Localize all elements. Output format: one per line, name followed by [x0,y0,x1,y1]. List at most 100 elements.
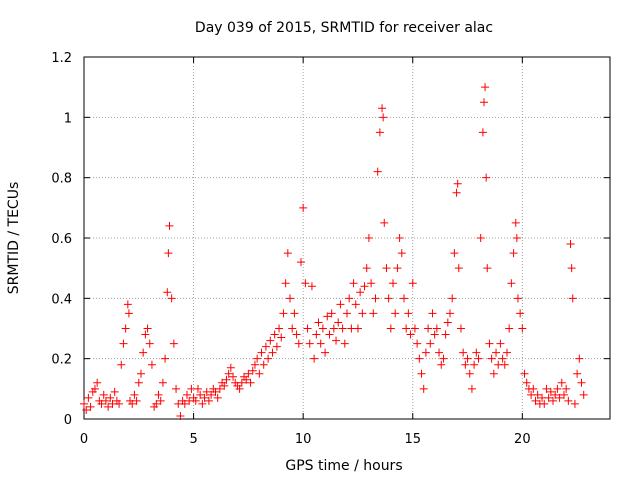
grid [83,56,610,420]
data-point [463,354,472,363]
data-point [248,366,257,375]
data-point [139,348,148,357]
data-point [244,369,253,378]
data-points [80,83,588,420]
data-point [382,264,391,273]
data-point [303,324,312,333]
data-point [421,348,430,357]
data-point [136,369,145,378]
data-point [402,324,411,333]
data-point [404,309,413,318]
y-tick-label: 0.6 [51,232,72,247]
data-point [134,378,143,387]
data-point [443,318,452,327]
data-point [130,390,139,399]
data-point [430,330,439,339]
data-point [482,173,491,182]
data-point [307,282,316,291]
data-point [334,318,343,327]
data-point [461,360,470,369]
x-tick-label: 0 [80,432,88,447]
data-point [568,294,577,303]
data-point [164,249,173,258]
data-point [82,405,91,414]
data-point [544,393,553,402]
data-point [202,387,211,396]
data-point [123,300,132,309]
data-point [266,336,275,345]
data-point [487,354,496,363]
data-point [141,330,150,339]
data-point [259,360,268,369]
data-point [533,390,542,399]
data-point [106,393,115,402]
data-point [158,378,167,387]
data-point [516,309,525,318]
data-point [169,339,178,348]
data-point [369,309,378,318]
data-point [84,393,93,402]
data-point [204,396,213,405]
data-point [557,378,566,387]
data-point [373,167,382,176]
data-point [500,360,509,369]
data-point [288,324,297,333]
data-point [406,330,415,339]
data-point [143,324,152,333]
data-point [299,203,308,212]
data-point [415,354,424,363]
data-point [555,393,564,402]
data-point [338,324,347,333]
data-point [358,309,367,318]
data-point [321,348,330,357]
data-point [99,390,108,399]
data-point [371,294,380,303]
data-point [200,393,209,402]
data-point [101,396,110,405]
data-point [296,258,305,267]
data-point [325,330,334,339]
data-point [492,348,501,357]
data-point [432,324,441,333]
data-point [314,318,323,327]
data-point [222,375,231,384]
data-point [165,221,174,230]
data-point [520,369,529,378]
data-point [124,309,133,318]
data-point [277,333,286,342]
data-point [323,312,332,321]
data-point [215,384,224,393]
data-point [446,309,455,318]
chart-title: Day 039 of 2015, SRMTID for receiver ala… [195,20,493,36]
data-point [310,354,319,363]
x-tick-label: 5 [189,432,197,447]
data-point [345,294,354,303]
axis-ticks: 0 0.2 0.4 0.6 0.8 1 1.2 0 5 10 15 20 [51,51,610,447]
data-point [235,384,244,393]
data-point [318,324,327,333]
data-point [562,384,571,393]
data-point [351,300,360,309]
data-point [257,348,266,357]
data-point [272,342,281,351]
data-point [502,348,511,357]
data-point [437,360,446,369]
data-point [441,330,450,339]
data-point [570,399,579,408]
data-point [172,384,181,393]
data-point [380,218,389,227]
data-point [281,279,290,288]
x-tick-label: 15 [404,432,421,447]
data-point [546,387,555,396]
data-point [110,387,119,396]
data-point [393,264,402,273]
data-point [577,378,586,387]
data-point [237,378,246,387]
data-point [255,369,264,378]
data-point [496,339,505,348]
data-point [353,324,362,333]
data-point [397,249,406,258]
y-tick-label: 0.4 [51,292,72,307]
data-point [167,294,176,303]
data-point [566,240,575,249]
